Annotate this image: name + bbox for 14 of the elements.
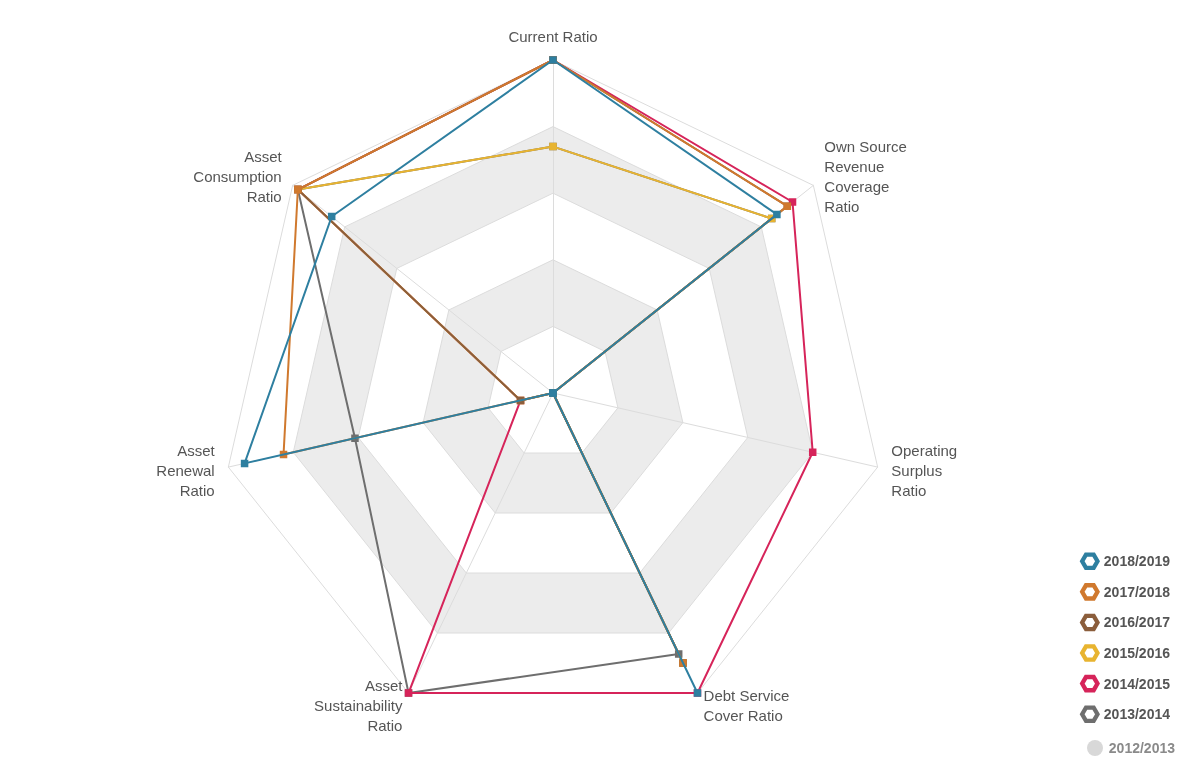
spoke-label: Asset Renewal Ratio bbox=[156, 441, 216, 499]
spoke-label: Operating Surplus Ratio bbox=[891, 441, 958, 499]
spoke-label: Debt Service Cover Ratio bbox=[703, 687, 790, 725]
spoke-label: Asset Consumption Ratio bbox=[193, 148, 283, 206]
legend-label: 2016/2017 bbox=[1103, 614, 1171, 631]
legend-label: 2015/2016 bbox=[1103, 645, 1171, 662]
legend-label: 2017/2018 bbox=[1103, 583, 1171, 600]
text: 2012/2013 bbox=[1108, 740, 1175, 756]
legend-label: 2014/2015 bbox=[1103, 675, 1171, 692]
legend-label: 2018/2019 bbox=[1103, 553, 1171, 570]
spoke-label: Own Source Revenue Coverage Ratio bbox=[824, 138, 907, 216]
legend-label: 2013/2014 bbox=[1103, 706, 1171, 723]
spoke-label: Asset Sustainability Ratio bbox=[314, 677, 404, 735]
spoke-label: Current Ratio bbox=[508, 27, 598, 45]
